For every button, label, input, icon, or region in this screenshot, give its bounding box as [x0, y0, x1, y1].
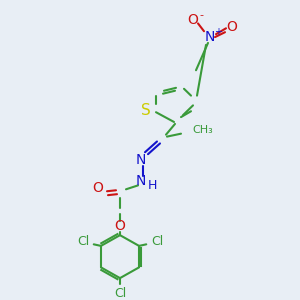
Text: -: - — [199, 10, 203, 20]
Text: N: N — [136, 175, 146, 188]
Text: O: O — [188, 13, 198, 26]
Text: Cl: Cl — [114, 287, 126, 300]
Text: S: S — [141, 103, 151, 118]
Text: N: N — [205, 30, 215, 44]
Text: O: O — [226, 20, 237, 34]
Text: O: O — [115, 219, 125, 233]
Text: Cl: Cl — [151, 236, 163, 248]
Text: H: H — [147, 179, 157, 192]
Text: N: N — [136, 153, 146, 167]
Text: Cl: Cl — [77, 236, 89, 248]
Text: O: O — [93, 181, 104, 195]
Text: +: + — [214, 27, 222, 37]
Text: CH₃: CH₃ — [192, 125, 213, 135]
